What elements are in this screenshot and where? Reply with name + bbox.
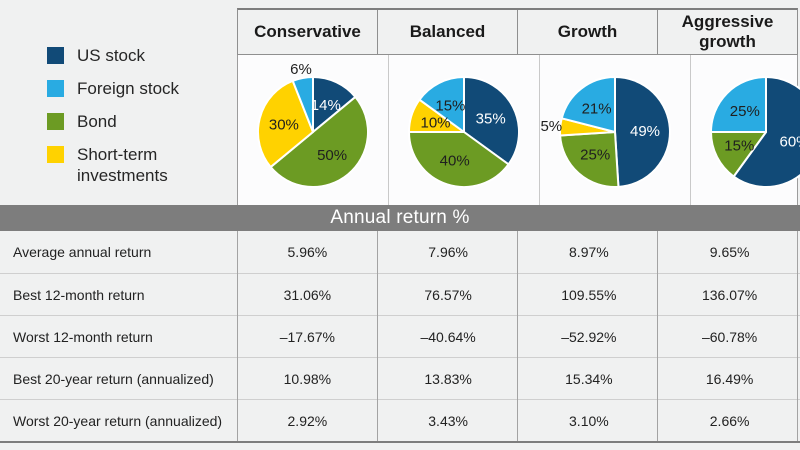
banner-title: Annual return % xyxy=(330,207,470,228)
pie-label-bond: 40% xyxy=(440,153,470,170)
pie-chart-conservative: 14% 50% 30% 6% xyxy=(257,61,369,188)
column-separator xyxy=(237,231,238,441)
pie-slice-bond xyxy=(710,131,767,178)
pie-slice-us-stock xyxy=(463,76,520,166)
column-header-conservative: Conservative xyxy=(254,22,361,41)
pie-cell-aggressive-growth: 60% 15% 25% xyxy=(690,55,800,205)
row-value-balanced: 76.57% xyxy=(424,286,472,303)
legend-label: Foreign stock xyxy=(77,79,180,98)
table-row-worst-20-year-return-annualized-: Worst 20-year return (annualized) 2.92% 3.… xyxy=(0,399,800,441)
legend-label: Short-term investments xyxy=(77,145,168,185)
pie-label-short-term-investments: 30% xyxy=(269,117,299,134)
row-label: Average annual return xyxy=(13,244,152,260)
pie-slice-bond xyxy=(559,131,620,188)
pie-label-foreign-stock: 15% xyxy=(435,97,465,114)
row-value-growth: 109.55% xyxy=(561,286,617,303)
pie-label-short-term-investments: 10% xyxy=(420,115,450,132)
returns-table: Average annual return 5.96% 7.96% 8.97% 9.65… xyxy=(0,231,800,441)
row-value-balanced: –40.64% xyxy=(420,328,476,345)
row-value-conservative: 31.06% xyxy=(283,286,332,303)
row-value-conservative: 10.98% xyxy=(283,370,332,387)
pie-cell-growth: 49% 25% 5% 21% xyxy=(539,55,690,205)
row-value-balanced: 3.43% xyxy=(428,412,468,429)
pie-slice-foreign-stock xyxy=(418,76,465,133)
column-header-growth: Growth xyxy=(517,10,657,54)
row-value-conservative: –17.67% xyxy=(279,328,336,345)
pie-label-bond: 15% xyxy=(724,138,754,155)
pie-label-bond: 50% xyxy=(317,147,347,164)
table-row-best-20-year-return-annualized-: Best 20-year return (annualized) 10.98% 13… xyxy=(0,357,800,399)
row-label: Best 12-month return xyxy=(13,286,145,303)
pie-chart-balanced: 35% 40% 10%15% xyxy=(408,76,520,188)
column-header-aggressive-growth: Aggressive growth xyxy=(657,10,797,54)
pie-cell-conservative: 14% 50% 30% 6% xyxy=(238,55,388,205)
legend-swatch-icon xyxy=(47,113,64,130)
pie-label-us-stock: 14% xyxy=(311,97,341,114)
row-value-growth: –52.92% xyxy=(561,328,617,345)
pie-chart-growth: 49% 25% 5% 21% xyxy=(540,76,671,188)
pie-chart-aggressive-growth: 60% 15% 25% xyxy=(710,76,800,188)
pie-label-foreign-stock: 21% xyxy=(582,100,612,117)
pie-slice-foreign-stock xyxy=(560,76,616,133)
row-value-balanced: 7.96% xyxy=(428,244,468,260)
column-separator xyxy=(797,231,798,441)
pie-label-foreign-stock: 25% xyxy=(730,103,760,120)
column-headers: Conservative Balanced Growth Aggressive gro… xyxy=(237,8,798,55)
legend-label: US stock xyxy=(77,46,146,65)
pie-label-us-stock: 49% xyxy=(630,123,660,140)
legend-item-us-stock: US stock xyxy=(47,45,189,66)
pie-slice-bond xyxy=(269,95,369,188)
pie-label-us-stock: 60% xyxy=(779,133,800,150)
column-separator xyxy=(377,231,378,441)
row-value-balanced: 13.83% xyxy=(424,370,472,387)
pie-cell-balanced: 35% 40% 10% 15% xyxy=(388,55,539,205)
legend-label: Bond xyxy=(77,112,117,131)
row-value-aggressive-growth: –60.78% xyxy=(701,328,758,345)
pie-slice-us-stock xyxy=(614,76,671,188)
legend-swatch-icon xyxy=(47,47,64,64)
legend-item-short-term-investments: Short-term investments xyxy=(47,144,189,186)
pie-slice-foreign-stock xyxy=(291,76,314,133)
pie-slice-short-term-investments xyxy=(257,79,314,169)
legend-swatch-icon xyxy=(47,80,64,97)
pie-row: 14%50%30%6%35%40%10%15%49%25%5%21%60%15%… xyxy=(237,55,800,205)
table-row-worst-12-month-return: Worst 12-month return –17.67% –40.64% –52.9… xyxy=(0,315,800,357)
row-value-conservative: 5.96% xyxy=(287,244,328,260)
column-header-balanced: Balanced xyxy=(377,10,517,54)
row-value-growth: 3.10% xyxy=(569,412,609,429)
row-label: Best 20-year return (annualized) xyxy=(13,370,214,387)
legend: US stock Foreign stock Bond Short-term inve… xyxy=(47,45,189,186)
row-value-growth: 8.97% xyxy=(569,244,609,260)
legend-item-bond: Bond xyxy=(47,111,189,132)
legend-item-foreign-stock: Foreign stock xyxy=(47,78,189,99)
pie-label-us-stock: 35% xyxy=(476,110,506,127)
legend-swatch-icon xyxy=(47,146,64,163)
row-value-conservative: 2.92% xyxy=(287,412,328,429)
column-separator xyxy=(657,231,658,441)
row-label: Worst 20-year return (annualized) xyxy=(13,412,223,429)
row-value-aggressive-growth: 136.07% xyxy=(701,286,758,303)
column-separator xyxy=(517,231,518,441)
pie-slice-bond xyxy=(408,131,510,188)
annual-return-banner: Annual return % xyxy=(0,205,800,231)
row-value-aggressive-growth: 2.66% xyxy=(709,412,750,429)
bottom-border xyxy=(0,441,800,443)
row-value-aggressive-growth: 9.65% xyxy=(709,244,750,260)
table-row-average-annual-return: Average annual return 5.96% 7.96% 8.97% 9.65… xyxy=(0,231,800,273)
row-label: Worst 12-month return xyxy=(13,328,153,345)
pie-label-foreign-stock: 6% xyxy=(290,61,312,78)
row-value-aggressive-growth: 16.49% xyxy=(705,370,754,387)
pie-label-short-term-investments: 5% xyxy=(540,118,562,135)
pie-slice-foreign-stock xyxy=(710,76,767,133)
pie-label-bond: 25% xyxy=(580,147,610,164)
table-row-best-12-month-return: Best 12-month return 31.06% 76.57% 109.55% 1… xyxy=(0,273,800,315)
row-value-growth: 15.34% xyxy=(565,370,613,387)
